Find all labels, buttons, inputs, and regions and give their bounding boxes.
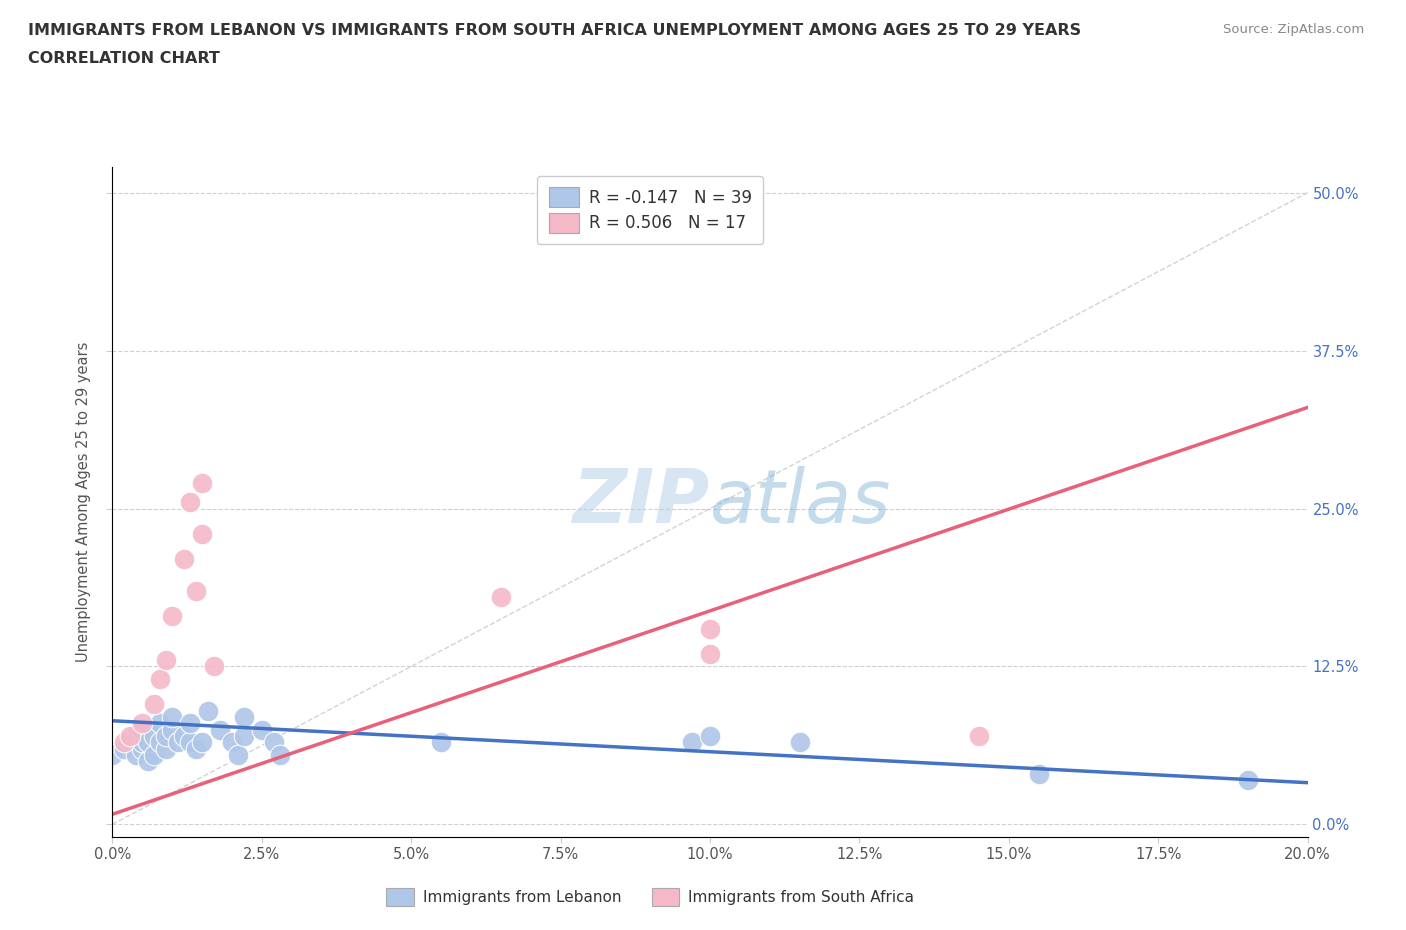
Point	[101, 748, 124, 763]
Point	[179, 495, 201, 510]
Point	[167, 735, 190, 750]
Point	[125, 728, 148, 743]
Point	[138, 753, 160, 768]
Point	[155, 653, 177, 668]
Point	[149, 735, 172, 750]
Point	[143, 697, 166, 711]
Point	[131, 735, 153, 750]
Point	[699, 621, 721, 636]
Point	[114, 741, 135, 756]
Text: CORRELATION CHART: CORRELATION CHART	[28, 51, 219, 66]
Point	[155, 741, 177, 756]
Point	[191, 526, 214, 541]
Point	[143, 748, 166, 763]
Point	[149, 671, 172, 686]
Point	[221, 735, 243, 750]
Point	[226, 748, 249, 763]
Point	[120, 735, 142, 750]
Point	[131, 741, 153, 756]
Point	[681, 735, 703, 750]
Text: Source: ZipAtlas.com: Source: ZipAtlas.com	[1223, 23, 1364, 36]
Point	[186, 741, 208, 756]
Legend: Immigrants from Lebanon, Immigrants from South Africa: Immigrants from Lebanon, Immigrants from…	[375, 877, 925, 916]
Point	[232, 728, 256, 743]
Point	[232, 710, 256, 724]
Point	[131, 716, 153, 731]
Point	[162, 710, 183, 724]
Text: atlas: atlas	[710, 466, 891, 538]
Point	[162, 608, 183, 623]
Point	[269, 748, 291, 763]
Point	[489, 590, 512, 604]
Point	[191, 735, 214, 750]
Point	[250, 723, 273, 737]
Point	[699, 646, 721, 661]
Point	[699, 728, 721, 743]
Point	[430, 735, 453, 750]
Point	[173, 551, 195, 566]
Point	[967, 728, 990, 743]
Point	[197, 703, 219, 718]
Point	[155, 728, 177, 743]
Text: ZIP: ZIP	[572, 466, 710, 538]
Point	[143, 728, 166, 743]
Point	[179, 735, 201, 750]
Point	[789, 735, 811, 750]
Point	[114, 735, 135, 750]
Point	[208, 723, 231, 737]
Point	[120, 728, 142, 743]
Point	[1028, 766, 1050, 781]
Point	[162, 723, 183, 737]
Point	[179, 716, 201, 731]
Text: IMMIGRANTS FROM LEBANON VS IMMIGRANTS FROM SOUTH AFRICA UNEMPLOYMENT AMONG AGES : IMMIGRANTS FROM LEBANON VS IMMIGRANTS FR…	[28, 23, 1081, 38]
Point	[1237, 773, 1260, 788]
Point	[149, 716, 172, 731]
Point	[131, 723, 153, 737]
Y-axis label: Unemployment Among Ages 25 to 29 years: Unemployment Among Ages 25 to 29 years	[76, 342, 91, 662]
Point	[191, 476, 214, 491]
Point	[125, 748, 148, 763]
Point	[186, 583, 208, 598]
Point	[138, 735, 160, 750]
Point	[263, 735, 285, 750]
Point	[173, 728, 195, 743]
Point	[202, 659, 225, 674]
